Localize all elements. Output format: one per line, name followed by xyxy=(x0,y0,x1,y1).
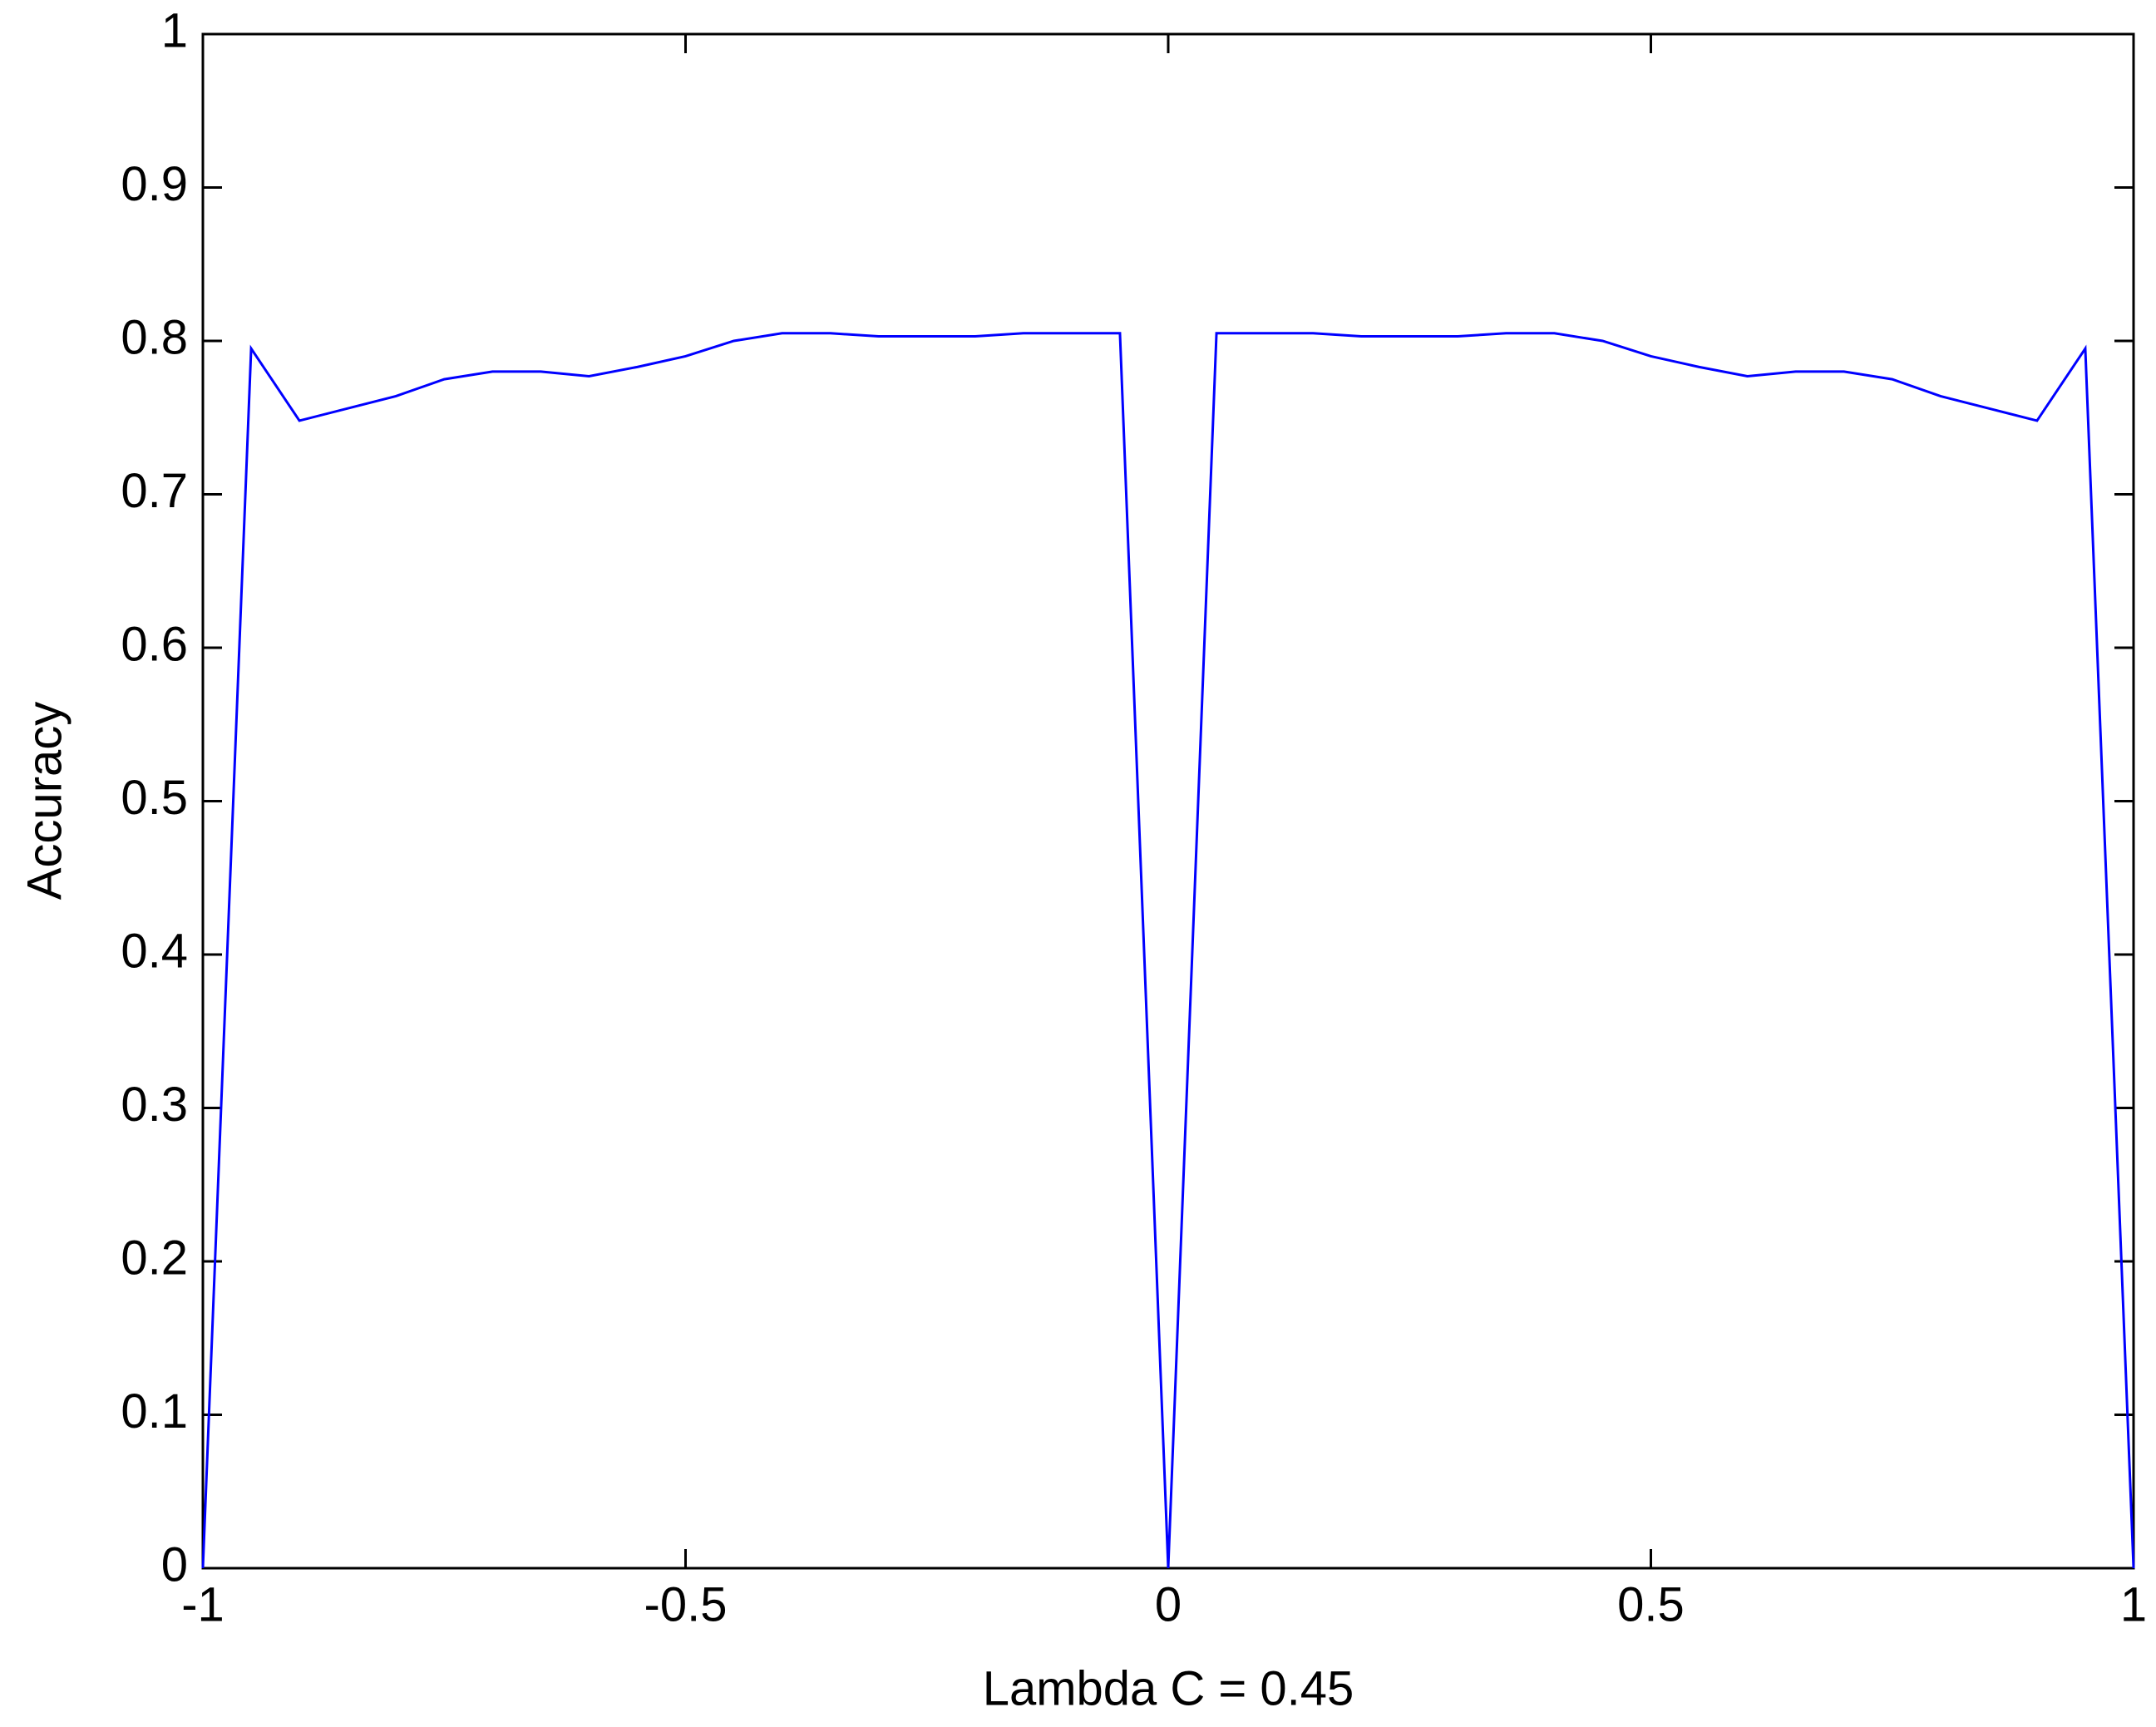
x-axis-label: Lambda C = 0.45 xyxy=(983,1661,1354,1715)
y-tick-label: 0.2 xyxy=(121,1231,188,1285)
data-line xyxy=(201,332,2135,1569)
y-tick-label: 0.4 xyxy=(121,924,188,978)
y-tick-label: 1 xyxy=(161,3,188,57)
y-tick-label: 0.8 xyxy=(121,310,188,364)
y-tick-label: 0.5 xyxy=(121,771,188,825)
y-tick-label: 0.3 xyxy=(121,1078,188,1132)
x-tick-label: 0.5 xyxy=(1617,1577,1685,1631)
y-tick-label: 0.9 xyxy=(121,157,188,211)
plot-frame xyxy=(201,32,2135,1570)
x-tick-label: -0.5 xyxy=(644,1577,728,1631)
y-tick-label: 0 xyxy=(161,1537,188,1591)
y-tick-label: 0.1 xyxy=(121,1384,188,1438)
x-tick-label: 1 xyxy=(2120,1577,2147,1631)
x-tick-label: 0 xyxy=(1155,1577,1182,1631)
y-axis-label: Accuracy xyxy=(17,702,72,901)
y-tick-label: 0.7 xyxy=(121,464,188,518)
y-tick-label: 0.6 xyxy=(121,617,188,671)
x-tick-label: -1 xyxy=(181,1577,224,1631)
